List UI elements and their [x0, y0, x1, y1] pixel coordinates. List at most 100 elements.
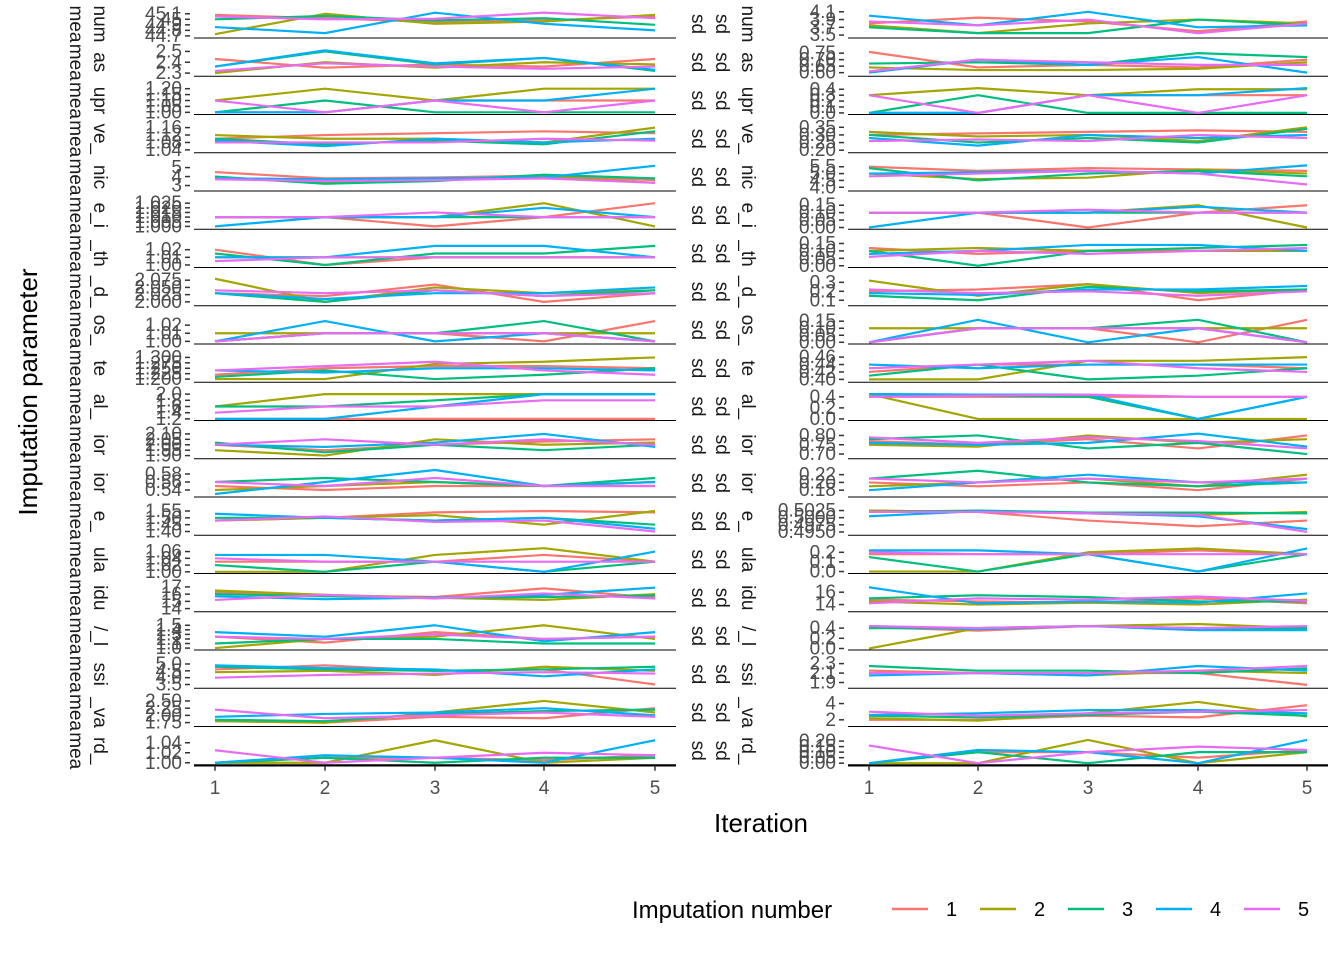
series-line-5 — [214, 99, 656, 114]
series-line-4 — [215, 244, 656, 259]
legend-label: 4 — [1210, 899, 1221, 921]
strip-label-stat: sd — [711, 167, 732, 187]
panel-mean-13: mea ior 0.580.560.54 — [65, 464, 676, 502]
series-line-5 — [868, 58, 1307, 73]
y-tick-label: 0.10 — [799, 318, 836, 339]
y-tick-label: 0.00 — [799, 332, 836, 353]
strip-label-var: ula — [737, 547, 758, 573]
series-line-5 — [214, 62, 656, 73]
strip-label-stat: mea — [65, 312, 86, 349]
x-tick-label: 2 — [320, 778, 331, 799]
y-tick-label: 0.0 — [810, 103, 836, 124]
y-tick-label: 1.04 — [145, 733, 182, 754]
strip-label-stat: mea — [65, 350, 86, 387]
strip-label-sd: sd — [687, 358, 708, 378]
y-tick-label: 4.0 — [810, 177, 836, 198]
series-line-4 — [214, 367, 656, 374]
panel-mean-2: mea as 2.52.42.3 — [65, 41, 676, 84]
y-tick-label: 0.4 — [810, 618, 837, 639]
y-tick-label: 1.010 — [134, 207, 182, 228]
y-tick-label: 0.4 — [810, 387, 837, 408]
series-line-5 — [214, 177, 656, 184]
panel-sd-8: sd _d_sd 0.30.20.1 — [687, 272, 1328, 311]
series-line-5 — [868, 359, 1308, 374]
series-line-3 — [214, 244, 656, 267]
x-tick-label: 2 — [973, 778, 984, 799]
panel-mean-9: mea os_ 1.021.011.00 — [65, 312, 676, 352]
strip-label-stat: sd — [711, 435, 732, 455]
y-tick-label: 1.90 — [145, 446, 182, 467]
y-tick-label: 0.00 — [799, 256, 836, 277]
series-line-3 — [868, 664, 1308, 675]
strip-label-sd: sd — [687, 396, 708, 416]
panel-mean-7: mea _th 1.021.011.00 — [65, 235, 676, 276]
strip-label-stat: mea — [65, 579, 86, 616]
y-tick-label: 1.4 — [156, 403, 183, 424]
y-tick-label: 1.5 — [156, 615, 182, 636]
strip-label-var: ssi — [89, 663, 110, 686]
series-line-1 — [869, 94, 1307, 115]
y-tick-label: 1.02 — [145, 315, 182, 336]
y-tick-label: 0.05 — [799, 748, 836, 769]
y-tick-label: 1.1 — [156, 634, 182, 655]
strip-label-sd: sd — [687, 320, 708, 340]
y-tick-label: 0.35 — [799, 117, 836, 138]
series-line-1 — [215, 202, 656, 228]
panel-sd-6: sd e_isd 0.150.100.050.00 — [687, 195, 1328, 239]
strip-label-stat: sd — [711, 52, 732, 72]
series-line-5 — [214, 476, 655, 488]
strip-label-stat: sd — [711, 320, 732, 340]
series-line-5 — [868, 133, 1308, 143]
y-tick-label: 1.55 — [145, 501, 182, 522]
strip-label-stat: sd — [711, 702, 732, 722]
strip-label-var: e_i — [737, 203, 758, 228]
strip-label-stat: sd — [711, 664, 732, 684]
strip-label-var: _va — [737, 696, 758, 728]
series-line-2 — [868, 598, 1308, 606]
panel-sd-11: sd al_sd 0.40.20.0 — [687, 387, 1328, 430]
y-tick-label: 1.40 — [145, 522, 182, 543]
y-tick-label: 1.00 — [145, 102, 182, 123]
y-tick-label: 1.4 — [156, 620, 183, 641]
legend-item-1: 1 — [892, 899, 957, 921]
y-tick-label: 2.00 — [145, 705, 182, 726]
x-axis-sd: 1 2 3 4 5 — [848, 764, 1328, 799]
x-tick-label: 1 — [210, 778, 221, 799]
y-tick-label: 1.95 — [145, 440, 182, 461]
y-tick-label: 0.05 — [799, 248, 836, 269]
strip-label-sd: sd — [687, 282, 708, 302]
strip-label-var: e_i — [89, 203, 110, 228]
y-tick-label: 2 — [825, 710, 836, 731]
strip-label-var: upr — [89, 87, 110, 115]
strip-label-stat: mea — [65, 273, 86, 310]
legend-item-5: 5 — [1244, 899, 1309, 921]
y-tick-label: 0.60 — [799, 63, 836, 84]
strip-label-var: idu — [737, 585, 758, 610]
strip-label-var: /_l — [89, 626, 110, 646]
y-tick-label: 44.7 — [145, 26, 182, 47]
y-tick-label: 0.00 — [799, 218, 836, 239]
y-tick-label: 0.20 — [799, 731, 836, 752]
series-line-4 — [868, 586, 1308, 605]
strip-label-var: num — [737, 6, 758, 43]
y-tick-label: 14 — [815, 595, 837, 616]
series-line-3 — [868, 434, 1308, 456]
series-line-5 — [214, 11, 656, 21]
y-tick-label: 0.22 — [799, 465, 836, 486]
series-line-2 — [214, 87, 655, 102]
y-tick-label: 2.4 — [156, 52, 183, 73]
y-tick-label: 2.025 — [134, 285, 182, 306]
y-tick-label: 0.0 — [810, 638, 836, 659]
strip-label-stat: mea — [65, 732, 86, 769]
y-tick-label: 1.01 — [145, 247, 182, 268]
series-line-2 — [868, 61, 1308, 72]
y-tick-label: 15 — [161, 591, 182, 612]
series-line-4 — [868, 363, 1307, 370]
panel-mean-15: mea ula 1.061.041.021.00 — [65, 541, 676, 583]
strip-label-var: _va — [89, 696, 110, 728]
series-line-2 — [868, 279, 1308, 297]
